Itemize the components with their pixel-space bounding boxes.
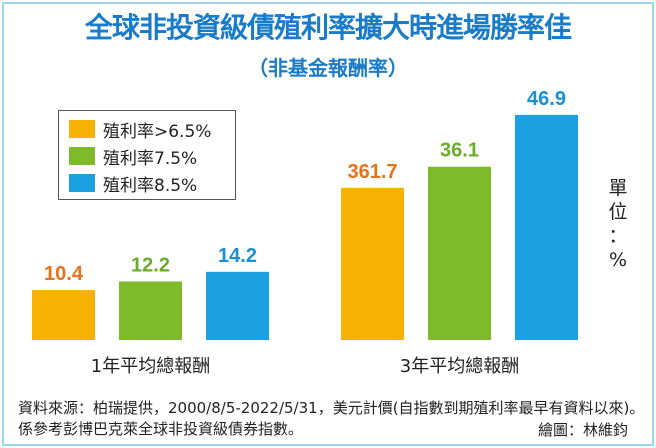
data-label: 36.1 xyxy=(440,140,479,162)
legend-label: 殖利率7.5% xyxy=(103,148,198,169)
chart-subtitle: （非基金報酬率） xyxy=(248,56,408,80)
bar xyxy=(515,114,578,340)
legend-item: 殖利率>6.5% xyxy=(69,117,212,142)
chart-title: 全球非投資級債殖利率擴大時進場勝率佳 xyxy=(84,11,572,44)
category-label: 1年平均總報酬 xyxy=(91,356,210,377)
unit-char: % xyxy=(608,249,628,271)
bar xyxy=(428,166,491,340)
data-label: 361.7 xyxy=(347,161,397,183)
legend-swatch xyxy=(69,174,95,192)
unit-char: 位 xyxy=(608,201,628,223)
category-label: 3年平均總報酬 xyxy=(400,356,519,377)
data-label: 14.2 xyxy=(218,245,257,267)
bar xyxy=(341,187,404,340)
legend: 殖利率>6.5% 殖利率7.5% 殖利率8.5% xyxy=(58,110,236,200)
source-note: 資料來源：柏瑞提供，2000/8/5-2022/5/31，美元計價(自指數到期殖… xyxy=(18,399,645,438)
bar xyxy=(32,290,95,340)
legend-swatch xyxy=(69,120,95,138)
legend-label: 殖利率8.5% xyxy=(103,175,198,196)
data-label: 10.4 xyxy=(44,263,84,285)
legend-item: 殖利率8.5% xyxy=(69,171,198,196)
data-label: 12.2 xyxy=(131,254,170,276)
data-label: 46.9 xyxy=(527,88,566,110)
unit-label: 單位：% xyxy=(606,176,630,272)
legend-swatch xyxy=(69,147,95,165)
bar xyxy=(119,281,182,340)
credit: 繪圖：林維鈞 xyxy=(537,421,628,439)
unit-char: 單 xyxy=(608,177,628,199)
unit-char: ： xyxy=(608,225,628,247)
legend-label: 殖利率>6.5% xyxy=(103,121,212,142)
legend-item: 殖利率7.5% xyxy=(69,144,198,169)
bar xyxy=(206,271,269,340)
